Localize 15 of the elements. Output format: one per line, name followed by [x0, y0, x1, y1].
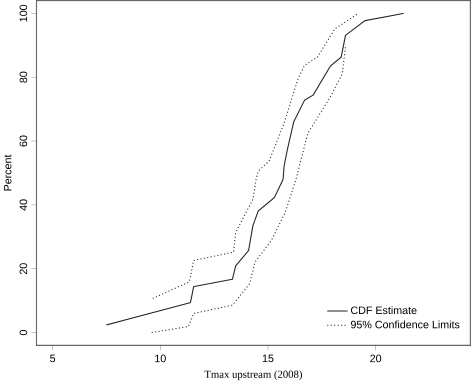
line-series — [152, 12, 359, 299]
y-tick-label: 60 — [20, 136, 28, 146]
x-tick-label: 20 — [370, 354, 382, 362]
legend-label: 95% Confidence Limits — [350, 320, 460, 328]
x-tick-label: 5 — [50, 354, 56, 362]
y-axis-title: Percent — [4, 154, 12, 191]
legend-label: CDF Estimate — [350, 306, 417, 314]
y-tick-label: 40 — [20, 199, 28, 211]
x-tick-label: 15 — [262, 354, 274, 362]
x-tick-label: 10 — [155, 354, 166, 362]
y-tick-label: 80 — [20, 72, 28, 83]
y-tick-label: 0 — [20, 330, 28, 336]
y-tick-label: 100 — [20, 4, 28, 22]
x-axis-title: Tmax upstream (2008) — [204, 370, 302, 380]
y-tick-label: 20 — [20, 263, 28, 274]
